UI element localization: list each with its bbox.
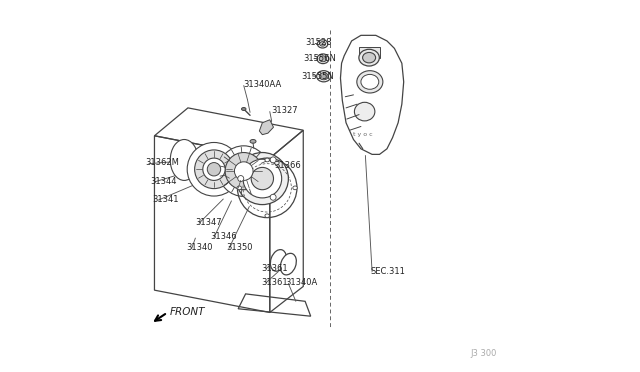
Text: 31347: 31347 <box>195 218 222 227</box>
Text: 31366: 31366 <box>275 161 301 170</box>
Ellipse shape <box>319 56 326 62</box>
Text: 31344: 31344 <box>150 177 177 186</box>
Text: FRONT: FRONT <box>170 307 205 317</box>
Ellipse shape <box>265 158 269 162</box>
Text: 31350: 31350 <box>227 243 253 252</box>
Ellipse shape <box>361 74 379 89</box>
Text: SEC.311: SEC.311 <box>370 267 405 276</box>
Text: 31340A: 31340A <box>286 278 318 287</box>
Circle shape <box>251 167 273 190</box>
Polygon shape <box>359 46 380 58</box>
Ellipse shape <box>363 52 376 63</box>
Ellipse shape <box>359 49 380 66</box>
Circle shape <box>195 150 234 189</box>
Text: 31361: 31361 <box>261 264 288 273</box>
Ellipse shape <box>265 214 269 218</box>
Ellipse shape <box>270 250 286 271</box>
Text: 31340AA: 31340AA <box>244 80 282 89</box>
Circle shape <box>203 158 225 180</box>
Ellipse shape <box>237 186 241 190</box>
Circle shape <box>234 162 253 180</box>
Text: J3 300: J3 300 <box>470 349 497 358</box>
Circle shape <box>207 163 221 176</box>
Text: 31346: 31346 <box>211 232 237 241</box>
Ellipse shape <box>241 108 246 110</box>
Polygon shape <box>259 120 273 135</box>
Text: 31361: 31361 <box>261 278 288 287</box>
Circle shape <box>225 153 262 190</box>
Circle shape <box>187 142 241 196</box>
Ellipse shape <box>319 73 328 80</box>
Ellipse shape <box>319 42 326 46</box>
Text: 31555N: 31555N <box>301 72 334 81</box>
Ellipse shape <box>355 102 375 121</box>
Ellipse shape <box>357 71 383 93</box>
Ellipse shape <box>317 54 329 64</box>
Text: 31362M: 31362M <box>145 158 179 167</box>
Text: 31327: 31327 <box>271 106 298 115</box>
Text: 31340: 31340 <box>186 243 212 252</box>
Circle shape <box>243 159 282 198</box>
Text: 31341: 31341 <box>152 195 179 204</box>
Ellipse shape <box>317 40 328 48</box>
Text: t y o c: t y o c <box>353 132 372 137</box>
Circle shape <box>270 194 276 200</box>
Circle shape <box>238 176 244 182</box>
Ellipse shape <box>280 253 296 275</box>
Ellipse shape <box>317 71 331 82</box>
Circle shape <box>270 157 276 163</box>
Text: 31556N: 31556N <box>303 54 336 63</box>
Text: 31528: 31528 <box>305 38 332 46</box>
Ellipse shape <box>170 140 198 180</box>
Ellipse shape <box>293 186 298 190</box>
Circle shape <box>236 153 289 205</box>
Circle shape <box>218 146 269 196</box>
Ellipse shape <box>250 140 256 143</box>
